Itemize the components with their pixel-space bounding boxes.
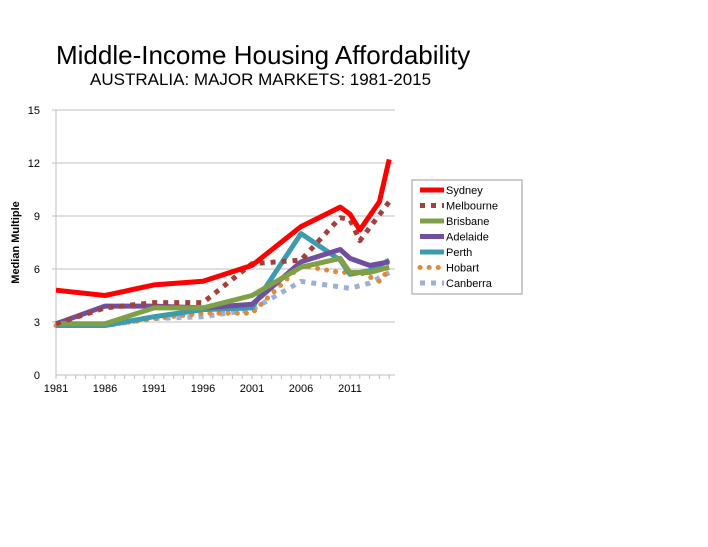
x-tick-label: 2006 xyxy=(289,383,313,395)
series-line-brisbane xyxy=(56,255,390,327)
x-tick-label: 2001 xyxy=(240,383,264,395)
legend-label-adelaide: Adelaide xyxy=(446,232,489,244)
x-tick-label: 1996 xyxy=(191,383,215,395)
legend-label-hobart: Hobart xyxy=(446,263,479,275)
y-tick-label: 0 xyxy=(34,370,40,382)
x-tick-label: 1991 xyxy=(142,383,166,395)
y-tick-label: 6 xyxy=(34,264,40,276)
series-line-sydney xyxy=(55,158,392,298)
legend: Sydney Melbourne Brisbane Adelaide Perth Hoba… xyxy=(411,179,523,295)
legend-label-brisbane: Brisbane xyxy=(446,216,489,228)
series-line-canberra xyxy=(56,270,391,328)
y-tick-label: 9 xyxy=(34,211,40,223)
y-axis-label: Median Multiple xyxy=(10,201,22,284)
y-tick-label: 15 xyxy=(28,105,40,117)
chart-title: Middle-Income Housing Affordability xyxy=(56,40,471,70)
y-tick-label: 3 xyxy=(34,317,40,329)
legend-label-sydney: Sydney xyxy=(446,185,483,197)
chart-subtitle: AUSTRALIA: MAJOR MARKETS: 1981-2015 xyxy=(90,70,432,89)
legend-label-canberra: Canberra xyxy=(446,278,493,290)
legend-label-perth: Perth xyxy=(446,247,472,259)
x-tick-label: 1981 xyxy=(44,383,68,395)
x-tick-label: 1986 xyxy=(93,383,117,395)
y-tick-label: 12 xyxy=(28,158,40,170)
legend-label-melbourne: Melbourne xyxy=(446,201,498,213)
x-tick-label: 2011 xyxy=(338,383,362,395)
